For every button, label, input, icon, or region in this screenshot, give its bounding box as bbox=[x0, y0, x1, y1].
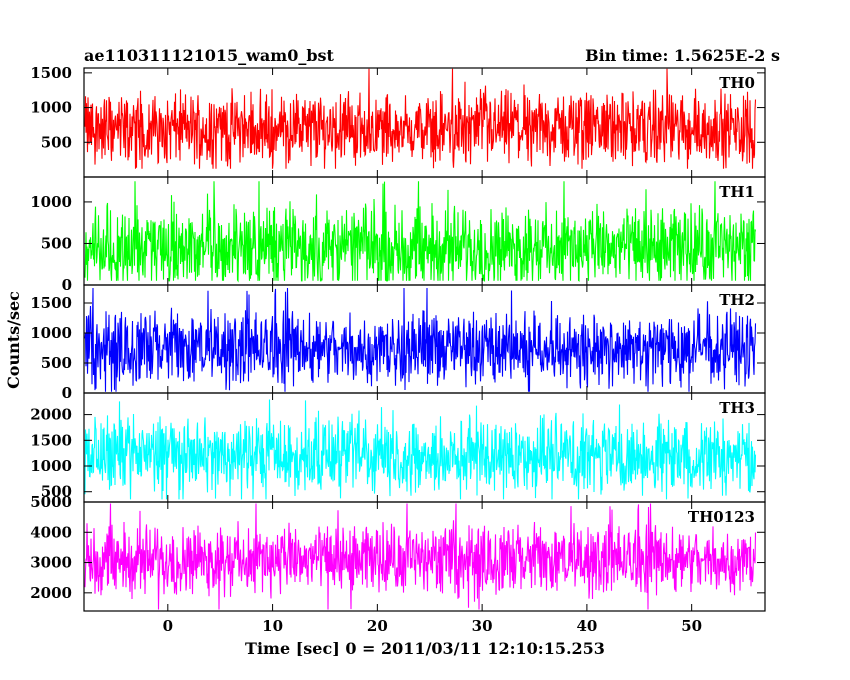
series-label-th3: TH3 bbox=[719, 399, 755, 417]
y-tick-label: 2000 bbox=[30, 584, 72, 602]
y-tick-label: 500 bbox=[41, 354, 72, 372]
panel-th1: 0 500 1000 TH1 bbox=[30, 176, 766, 294]
panel-th0123: 2000 3000 4000 5000 0 10 20 30 40 50 TH0123 bbox=[30, 493, 766, 635]
series-trace-th1 bbox=[84, 181, 757, 283]
series-trace-th3 bbox=[84, 399, 757, 500]
y-tick-label: 1500 bbox=[30, 294, 72, 312]
plot-title-right: Bin time: 1.5625E-2 s bbox=[585, 46, 780, 65]
y-tick-label: 1000 bbox=[30, 324, 72, 342]
y-tick-label: 500 bbox=[41, 483, 72, 501]
panel-th2: 0 500 1000 1500 TH2 bbox=[30, 284, 766, 402]
y-axis-label: Counts/sec bbox=[4, 291, 23, 389]
series-label-th2: TH2 bbox=[719, 291, 755, 309]
plot-title-left: ae110311121015_wam0_bst bbox=[84, 46, 335, 65]
series-label-th1: TH1 bbox=[719, 183, 755, 201]
y-tick-label: 0 bbox=[62, 276, 72, 294]
y-tick-label: 1000 bbox=[30, 193, 72, 211]
y-tick-label: 3000 bbox=[30, 554, 72, 572]
series-label-th0: TH0 bbox=[719, 74, 755, 92]
y-tick-label: 5000 bbox=[30, 493, 72, 511]
x-tick-label: 50 bbox=[681, 617, 702, 635]
series-trace-th0123 bbox=[84, 503, 757, 610]
y-tick-label: 1000 bbox=[30, 99, 72, 117]
y-tick-label: 2000 bbox=[30, 406, 72, 424]
panel-th3: 500 1000 1500 2000 TH3 bbox=[30, 392, 766, 503]
y-tick-label: 4000 bbox=[30, 523, 72, 541]
series-trace-th0 bbox=[84, 68, 757, 169]
x-tick-label: 20 bbox=[367, 617, 388, 635]
x-axis-label: Time [sec] 0 = 2011/03/11 12:10:15.253 bbox=[245, 639, 605, 658]
y-tick-label: 500 bbox=[41, 133, 72, 151]
x-tick-label: 30 bbox=[472, 617, 493, 635]
x-tick-label: 0 bbox=[163, 617, 173, 635]
y-tick-label: 500 bbox=[41, 234, 72, 252]
y-tick-label: 1500 bbox=[30, 431, 72, 449]
y-tick-label: 1000 bbox=[30, 457, 72, 475]
panel-th0: 500 1000 1500 TH0 bbox=[30, 64, 766, 178]
x-tick-label: 40 bbox=[576, 617, 597, 635]
series-label-th0123: TH0123 bbox=[688, 508, 755, 526]
y-tick-label: 0 bbox=[62, 384, 72, 402]
x-tick-label: 10 bbox=[262, 617, 283, 635]
panel-frame bbox=[83, 501, 766, 612]
y-tick-label: 1500 bbox=[30, 64, 72, 82]
series-trace-th2 bbox=[84, 287, 757, 392]
